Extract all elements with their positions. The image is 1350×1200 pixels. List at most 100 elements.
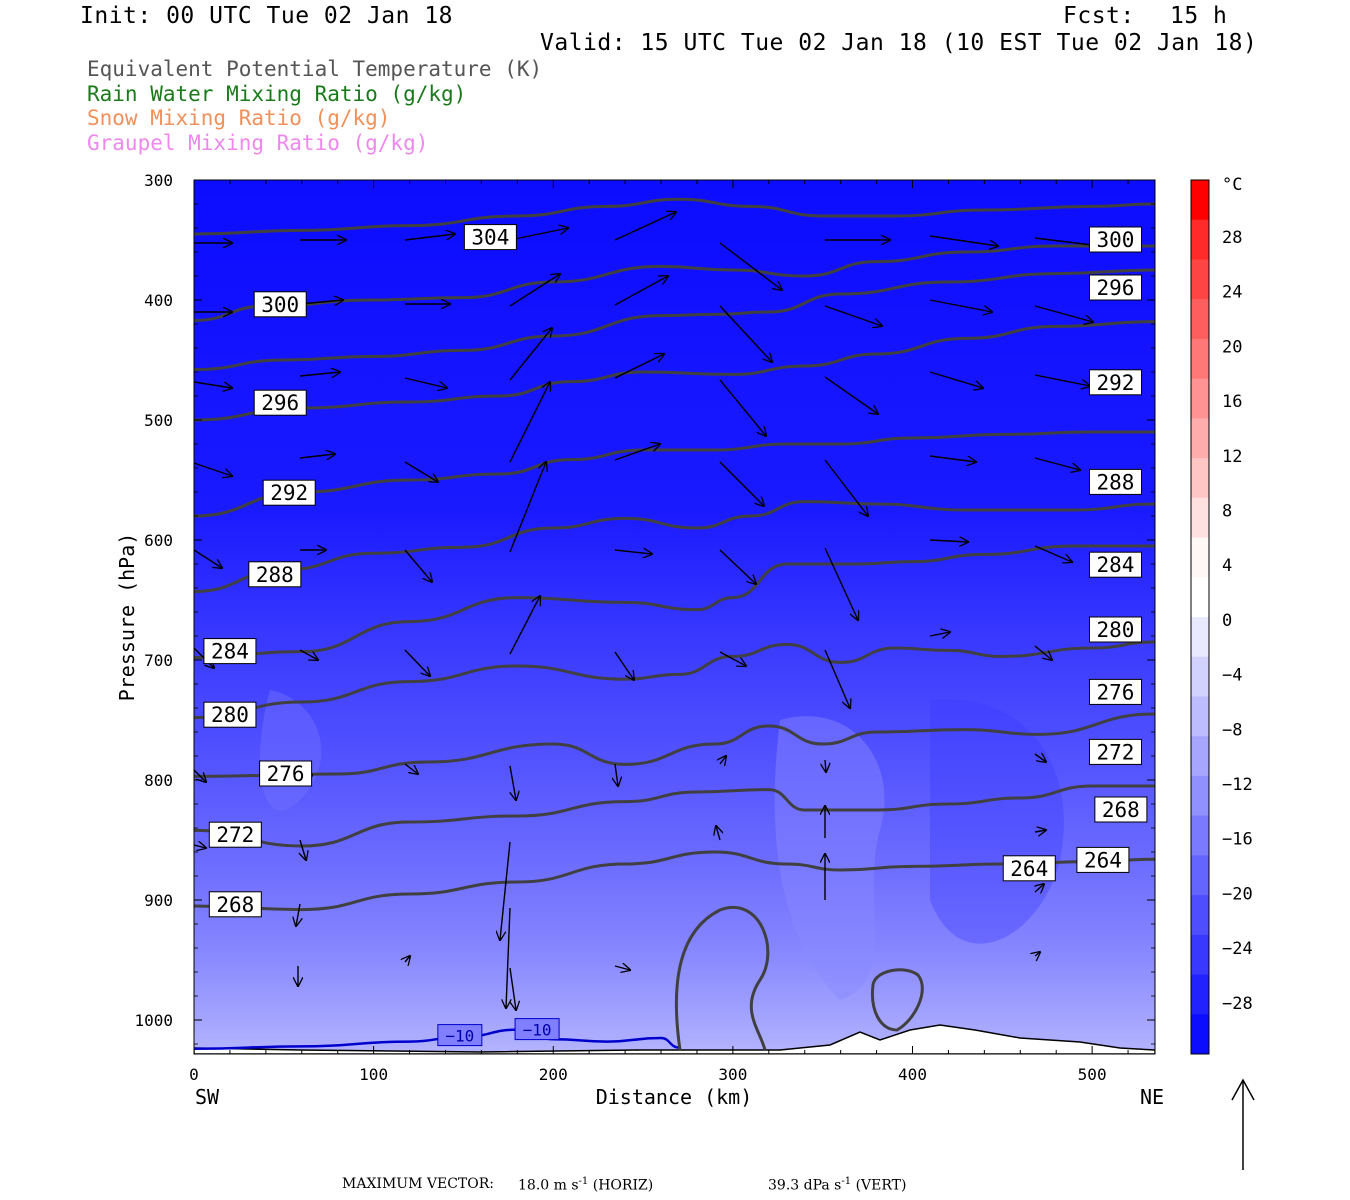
theta-e-label-box [208, 821, 262, 848]
colorbar-swatch [1191, 577, 1209, 618]
wind-vector [929, 632, 950, 636]
theta-e-label-text: 296 [1097, 276, 1135, 300]
wind-vector [614, 550, 652, 554]
theta-e-label-box [1088, 616, 1142, 643]
wind-vector [299, 454, 335, 458]
isotherm-label-box [437, 1024, 483, 1047]
colorbar-swatch [1191, 815, 1209, 856]
theta-e-label-box [262, 479, 316, 506]
wind-vector [296, 903, 300, 926]
theta-e-closed-contour-small [870, 968, 924, 1032]
wind-vector [404, 649, 430, 676]
colorbar-tick-label: −28 [1222, 994, 1253, 1014]
colorbar-tick-label: −4 [1222, 666, 1242, 686]
wind-vector [716, 826, 720, 841]
colorbar-swatch [1191, 299, 1209, 340]
wind-vector [1035, 952, 1040, 956]
theta-e-label-text: 276 [1097, 680, 1135, 704]
theta-e-label-text: 296 [261, 391, 299, 415]
colorbar-swatch [1191, 537, 1209, 578]
forecast-hour: 15 h [1170, 3, 1228, 29]
wind-vector [509, 462, 546, 553]
legend-theta-e: Equivalent Potential Temperature (K) [87, 57, 543, 81]
theta-e-label-box [463, 224, 517, 251]
theta-e-label-box [1088, 551, 1142, 578]
valid-time: Valid: 15 UTC Tue 02 Jan 18 (10 EST Tue … [540, 30, 1258, 56]
y-tick-label: 800 [144, 771, 173, 790]
theta-e-label-box [1094, 796, 1148, 823]
isotherm-label-box [514, 1018, 560, 1041]
theta-e-label-text: 272 [216, 823, 254, 847]
wind-vector [615, 763, 618, 786]
theta-e-contour-272 [194, 712, 1155, 778]
wind-vector [405, 956, 410, 962]
wind-vector [509, 382, 550, 463]
x-tick-label: 0 [189, 1065, 199, 1084]
theta-e-label-box [1088, 274, 1142, 301]
wind-vector [1034, 374, 1090, 386]
theta-e-label: 292 [262, 479, 316, 506]
vert-exponent: -1 [841, 1176, 852, 1187]
colorbar-swatch [1191, 1014, 1209, 1055]
theta-e-label: 284 [1088, 551, 1142, 578]
theta-e-label-box [1088, 369, 1142, 396]
theta-e-label: 304 [463, 224, 517, 251]
wind-vector [404, 763, 418, 774]
theta-e-contour-292 [194, 320, 1155, 422]
isotherm-minus10: −10 −10 [194, 1018, 680, 1051]
theta-e-label-text: 268 [216, 893, 254, 917]
colorbar-tick-label: 12 [1222, 447, 1242, 467]
theta-e-label-text: 272 [1097, 740, 1135, 764]
theta-e-label: 292 [1088, 369, 1142, 396]
theta-e-label: 296 [253, 389, 307, 416]
wind-vector [614, 651, 634, 680]
wind-vector [614, 966, 630, 970]
theta-e-contour-300 [194, 244, 1155, 322]
isotherm-label-text: −10 [445, 1027, 474, 1046]
wind-vector [719, 549, 756, 584]
wind-vector [404, 234, 455, 241]
theta-e-label-text: 284 [211, 640, 249, 664]
x-axis-left-end: SW [195, 1085, 220, 1109]
horiz-exponent: -1 [578, 1176, 589, 1187]
wind-vector [825, 759, 826, 772]
theta-e-label-text: 300 [261, 293, 299, 317]
theta-e-contour-284 [194, 500, 1155, 594]
theta-e-label-text: 288 [256, 563, 294, 587]
theta-e-contours [194, 197, 1155, 912]
wind-vector [509, 228, 568, 241]
theta-e-label-text: 292 [1097, 371, 1135, 395]
wind-vector [509, 967, 516, 1010]
wind-vector [506, 907, 510, 1008]
wind-vector [194, 462, 232, 476]
isotherm-line [194, 1028, 680, 1051]
colorbar-swatch [1191, 775, 1209, 817]
theta-e-label-box [203, 701, 257, 728]
colorbar-tick-label: −12 [1222, 775, 1253, 795]
colorbar-tick-label: −16 [1222, 830, 1253, 850]
wind-vector [194, 769, 206, 782]
wind-vector [614, 212, 676, 241]
theta-e-label-text: 280 [1097, 618, 1135, 642]
wind-vector [719, 461, 764, 506]
theta-e-label: 272 [1088, 738, 1142, 765]
wind-vector [929, 371, 983, 388]
theta-e-contour-276 [194, 640, 1155, 720]
y-tick-label: 400 [144, 291, 173, 310]
theta-e-label-text: 276 [267, 762, 305, 786]
wind-vector [299, 372, 340, 376]
colorbar-swatch [1191, 418, 1209, 459]
theta-e-label-box [1076, 846, 1130, 873]
colorbar-frame [1190, 179, 1210, 1055]
theta-e-label: 280 [1088, 616, 1142, 643]
legend-rain: Rain Water Mixing Ratio (g/kg) [87, 82, 467, 106]
wind-vector [500, 841, 511, 940]
colorbar-swatch [1191, 736, 1209, 777]
wind-vector [509, 274, 560, 307]
isotherm-label: −10 [437, 1024, 483, 1047]
wind-vector [194, 381, 232, 388]
theta-e-label-box [259, 760, 313, 787]
cold-patch-right [930, 699, 1064, 944]
theta-e-label-text: 280 [211, 703, 249, 727]
init-time: Init: 00 UTC Tue 02 Jan 18 [80, 3, 454, 29]
